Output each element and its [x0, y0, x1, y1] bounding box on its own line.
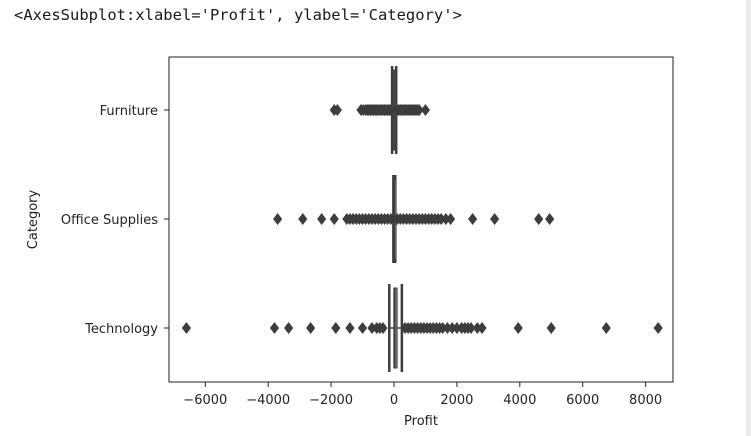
- outlier-point: [329, 213, 339, 225]
- plot-layer: [181, 66, 663, 372]
- x-tick-label: −4000: [246, 393, 290, 408]
- outlier-point: [317, 213, 327, 225]
- x-tick-label: 0: [390, 393, 398, 408]
- outlier-point: [273, 213, 283, 225]
- box-group-office-supplies: [273, 175, 555, 263]
- x-axis-label: Profit: [404, 414, 438, 429]
- y-tick-label: Technology: [84, 322, 158, 337]
- y-axis-label: Category: [26, 190, 41, 250]
- outlier-point: [386, 104, 396, 116]
- y-tick-label: Office Supplies: [61, 213, 158, 228]
- outlier-point: [414, 104, 424, 116]
- output-repr-text: <AxesSubplot:xlabel='Profit', ylabel='Ca…: [14, 6, 462, 24]
- scrollbar-track[interactable]: [746, 0, 751, 436]
- outlier-point: [546, 322, 556, 334]
- outlier-point: [345, 322, 355, 334]
- x-tick-label: 8000: [629, 393, 662, 408]
- outlier-point: [513, 322, 523, 334]
- x-tick-label: 2000: [440, 393, 473, 408]
- x-tick-label: 4000: [503, 393, 536, 408]
- outlier-point: [653, 322, 663, 334]
- x-tick-label: −6000: [183, 393, 227, 408]
- outlier-point: [269, 322, 280, 334]
- outlier-point: [420, 104, 431, 116]
- outlier-point: [534, 213, 544, 225]
- y-tick-label: Furniture: [100, 104, 158, 119]
- outlier-point: [386, 213, 396, 225]
- outlier-point: [601, 322, 611, 334]
- outlier-point: [306, 322, 316, 334]
- outlier-point: [468, 213, 478, 225]
- outlier-point: [545, 213, 555, 225]
- outlier-point: [331, 322, 341, 334]
- box-group-technology: [181, 284, 663, 372]
- outlier-point: [284, 322, 294, 334]
- x-tick-label: 6000: [566, 393, 599, 408]
- outlier-point: [466, 322, 476, 334]
- outlier-point: [298, 213, 308, 225]
- outlier-point: [378, 322, 388, 334]
- outlier-point: [332, 104, 342, 116]
- outlier-point: [490, 213, 500, 225]
- outlier-point: [446, 213, 456, 225]
- x-tick-label: −2000: [309, 393, 353, 408]
- box-group-furniture: [329, 66, 431, 154]
- outlier-point: [357, 322, 368, 334]
- outlier-point: [181, 322, 192, 334]
- outlier-point: [477, 322, 487, 334]
